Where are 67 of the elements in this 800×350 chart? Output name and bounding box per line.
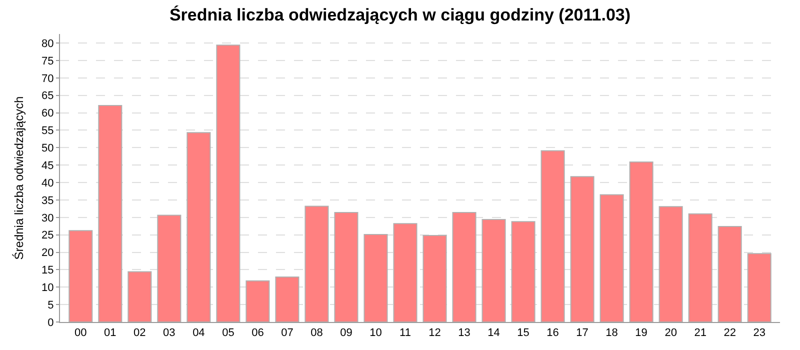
y-tick-label: 70 <box>42 72 54 85</box>
y-tick-label: 60 <box>42 108 54 120</box>
x-tick-label: 04 <box>192 327 205 340</box>
y-tick-label: 0 <box>48 316 54 329</box>
chart-title: Średnia liczba odwiedzających w ciągu godziny (2011.03) <box>169 4 631 25</box>
x-tick-label: 01 <box>104 327 116 340</box>
x-tick-label: 08 <box>310 327 323 340</box>
y-tick-label: 65 <box>42 90 54 102</box>
bar <box>98 104 122 322</box>
bar <box>629 161 654 322</box>
bar <box>452 212 476 322</box>
y-axis-title: Średnia liczba odwiedzających <box>12 96 26 260</box>
bar <box>334 212 358 322</box>
x-tick-label: 05 <box>222 327 234 340</box>
x-tick-label: 02 <box>134 327 146 340</box>
y-tick-label: 15 <box>42 264 54 277</box>
x-tick-label: 09 <box>340 327 352 340</box>
bar <box>246 280 270 322</box>
bar <box>747 253 772 322</box>
x-tick-label: 10 <box>370 327 382 340</box>
bar <box>128 271 152 322</box>
y-tick-label: 45 <box>42 160 54 172</box>
y-tick-label: 20 <box>42 247 54 260</box>
bar <box>688 213 712 322</box>
y-tick-label: 75 <box>42 55 54 68</box>
y-tick-label: 25 <box>42 230 54 242</box>
bar <box>718 226 742 322</box>
y-tick-label: 55 <box>42 125 54 138</box>
bar <box>275 276 300 322</box>
bar <box>511 221 536 322</box>
bar <box>570 176 594 322</box>
bar <box>482 218 506 322</box>
y-tick-label: 50 <box>42 142 54 155</box>
x-tick-label: 18 <box>606 327 618 340</box>
x-tick-label: 11 <box>400 327 411 340</box>
x-tick-label: 07 <box>281 327 294 340</box>
bar <box>186 132 211 322</box>
x-tick-label: 16 <box>546 327 559 340</box>
x-tick-label: 14 <box>488 327 500 340</box>
y-tick-label: 5 <box>48 299 54 312</box>
bar <box>393 223 418 322</box>
x-tick-label: 12 <box>428 327 441 340</box>
x-tick-label: 21 <box>694 327 706 340</box>
y-tick-label: 40 <box>42 177 54 190</box>
x-tick-label: 23 <box>753 327 766 340</box>
bar <box>216 44 240 322</box>
x-tick-label: 19 <box>635 327 648 340</box>
x-tick-label: 06 <box>252 327 264 340</box>
x-tick-label: 22 <box>724 327 736 340</box>
bar <box>157 214 182 322</box>
bar <box>658 206 683 322</box>
x-tick-label: 00 <box>74 327 87 340</box>
bar <box>304 206 329 322</box>
y-tick-label: 35 <box>42 194 54 207</box>
x-tick-label: 20 <box>664 327 677 340</box>
x-tick-label: 03 <box>163 327 176 340</box>
x-tick-label: 13 <box>458 327 470 340</box>
bar <box>600 194 624 322</box>
bar <box>422 235 447 322</box>
bar <box>540 150 565 322</box>
y-tick-label: 80 <box>42 38 54 50</box>
x-tick-label: 15 <box>517 327 530 340</box>
bar <box>364 234 388 322</box>
y-tick-label: 10 <box>42 282 54 294</box>
x-tick-label: 17 <box>576 327 588 340</box>
bar <box>68 230 93 322</box>
y-tick-label: 30 <box>42 212 54 224</box>
